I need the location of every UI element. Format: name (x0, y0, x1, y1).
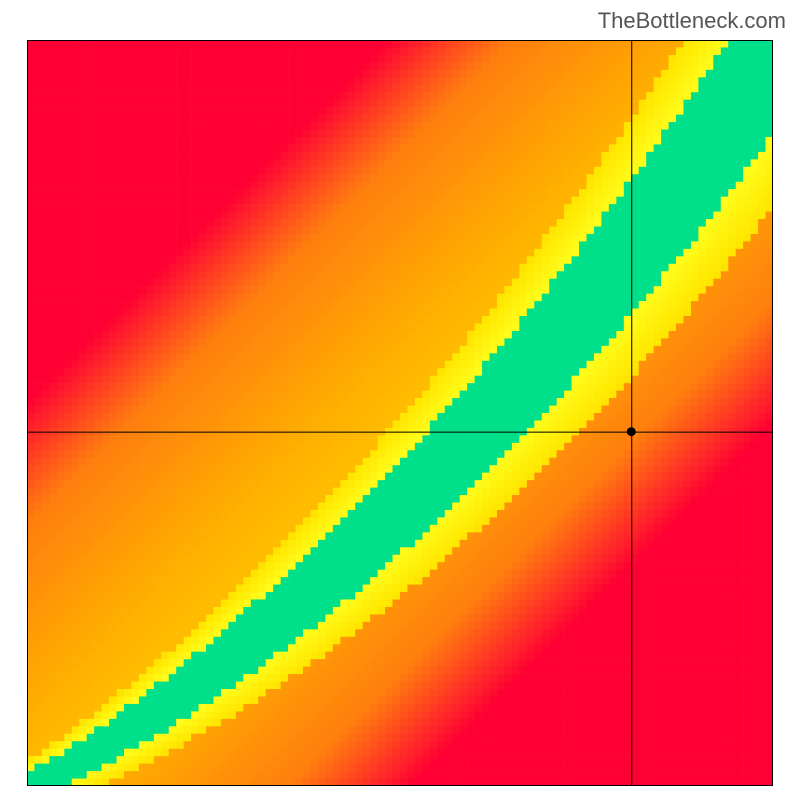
bottleneck-heatmap (27, 40, 773, 786)
watermark-text: TheBottleneck.com (598, 8, 786, 34)
heatmap-canvas (27, 40, 773, 786)
